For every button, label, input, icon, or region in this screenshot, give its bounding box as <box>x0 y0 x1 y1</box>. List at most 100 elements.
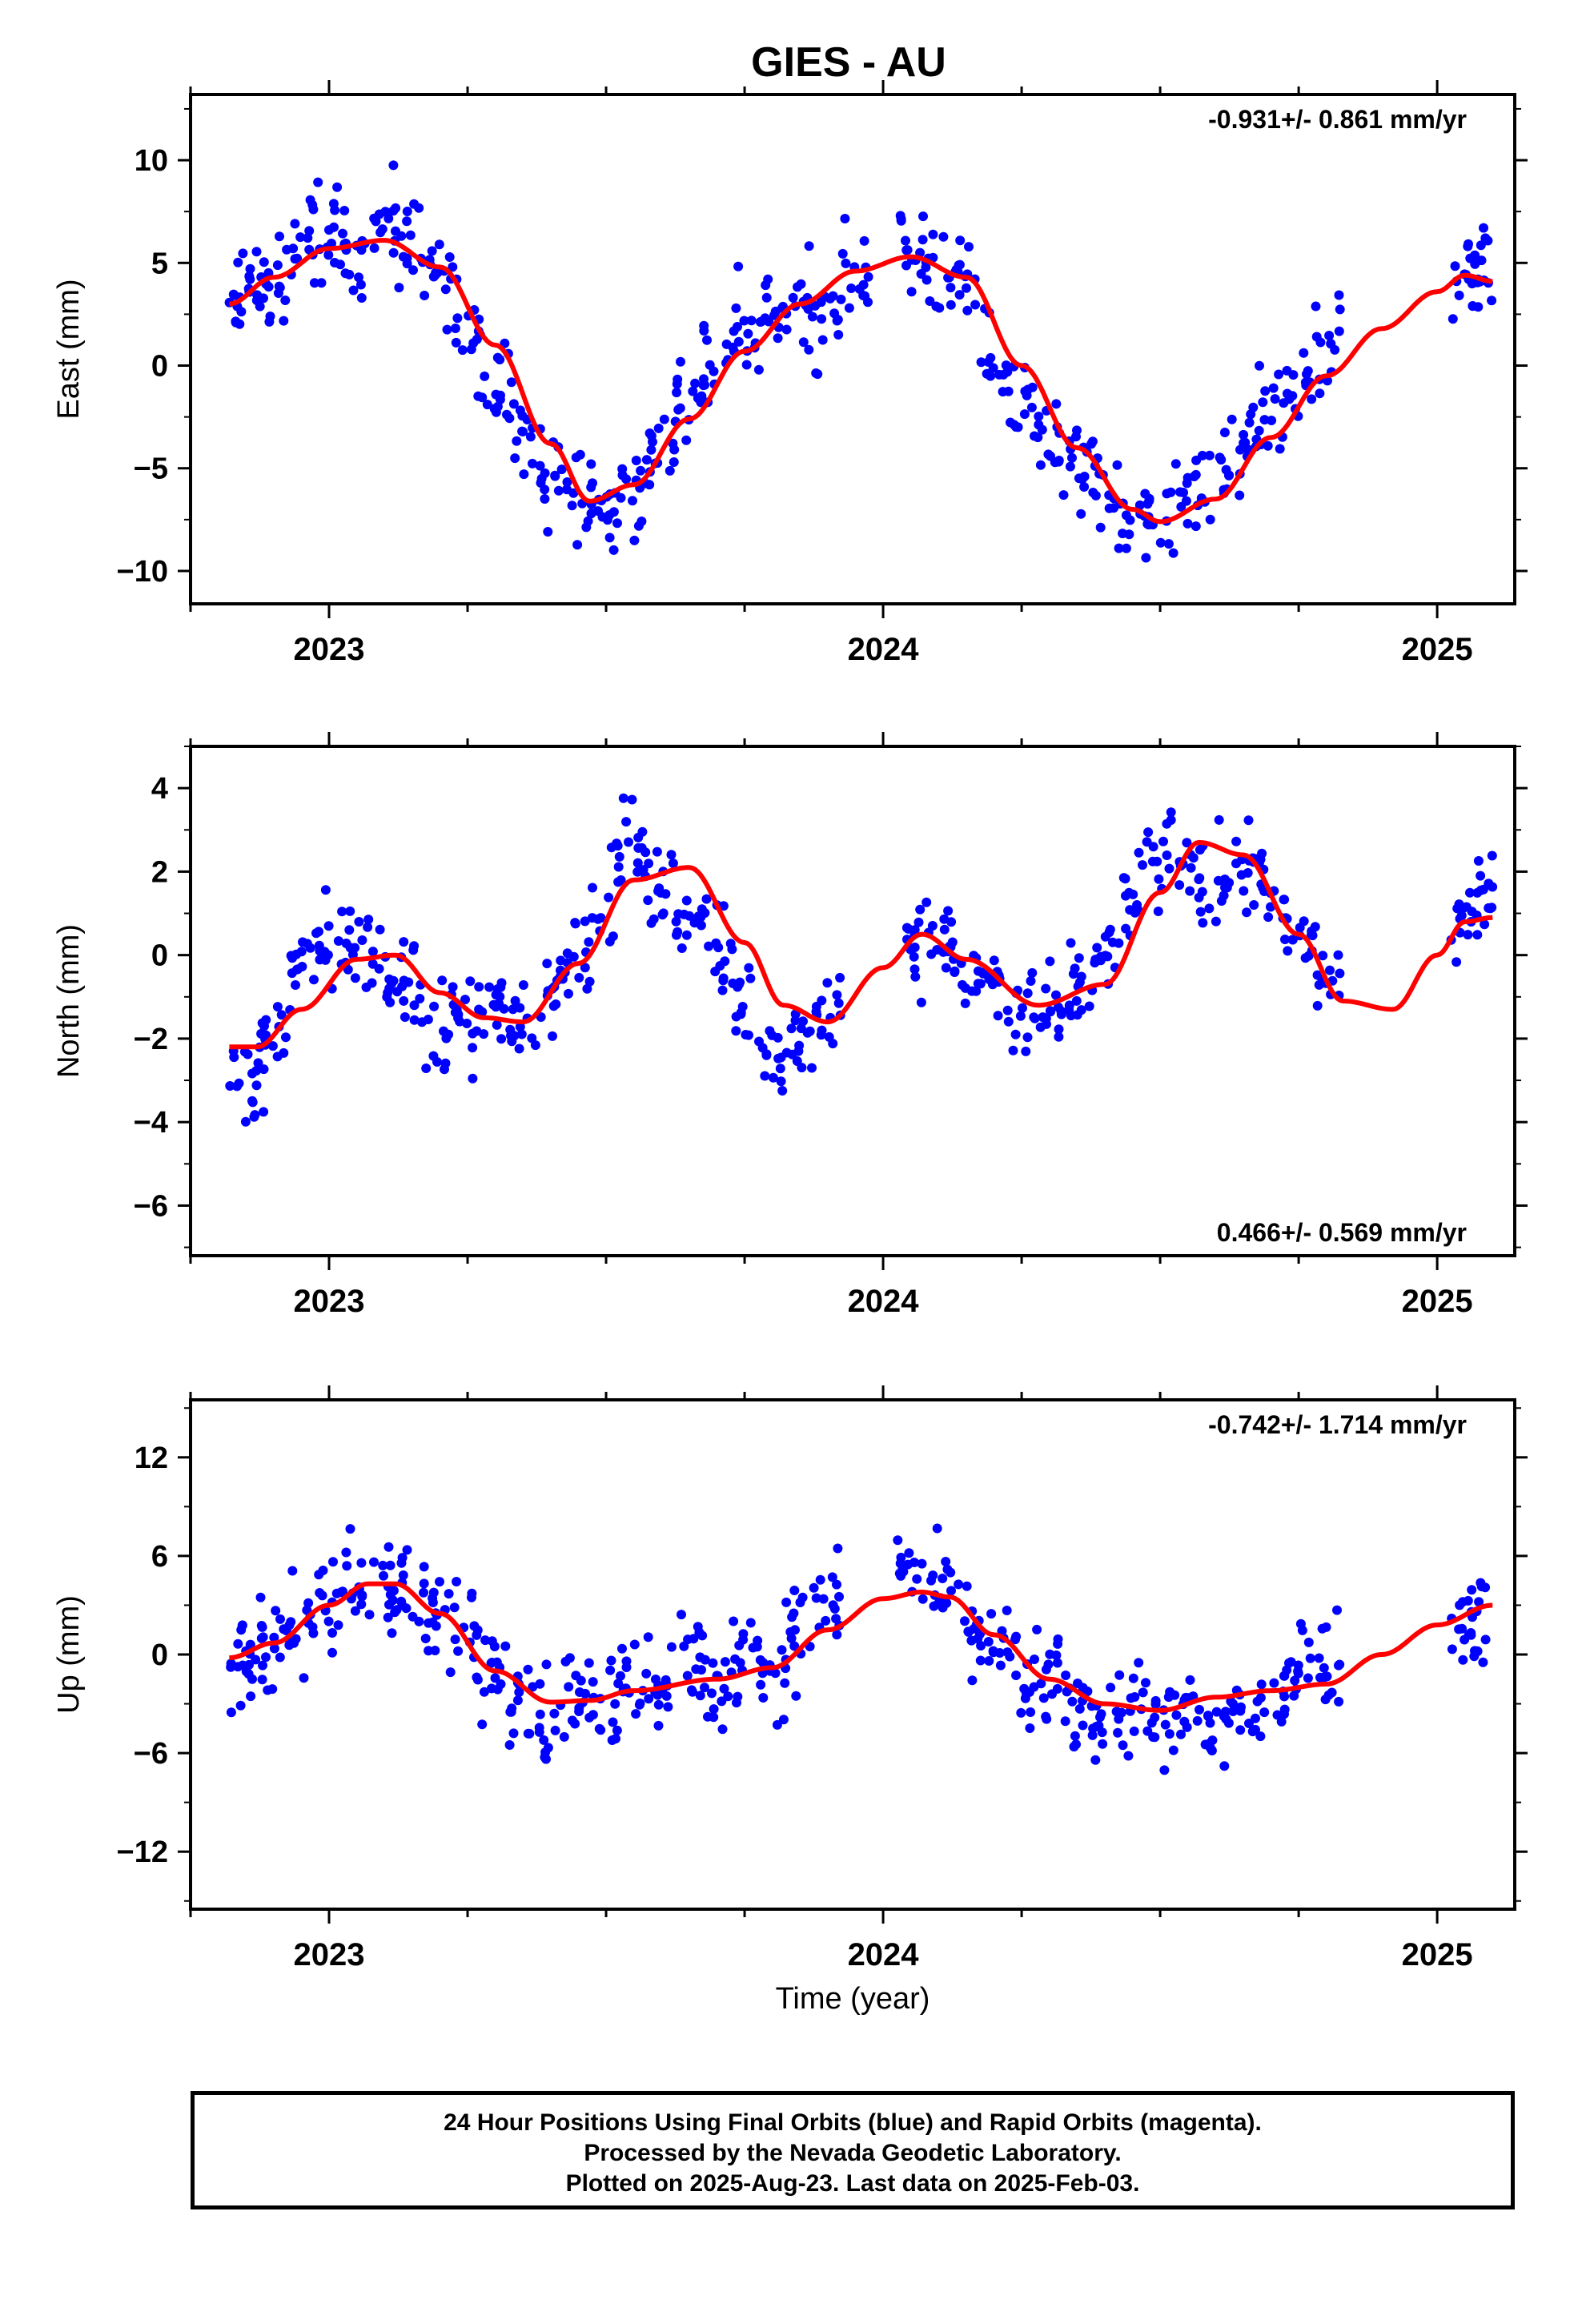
data-point <box>1168 548 1178 558</box>
data-point <box>1332 1605 1342 1615</box>
data-point <box>631 1709 641 1719</box>
data-point <box>506 377 516 388</box>
y-tick-label: −6 <box>134 1737 168 1771</box>
data-point <box>636 517 647 526</box>
data-point <box>1160 1719 1170 1730</box>
data-point <box>492 352 503 363</box>
data-point <box>275 231 284 242</box>
data-point <box>1030 1655 1039 1664</box>
data-point <box>909 1558 919 1567</box>
data-point <box>641 455 652 465</box>
data-point <box>1051 399 1062 409</box>
data-point <box>700 380 710 390</box>
data-point <box>487 1636 497 1647</box>
data-point <box>734 1640 745 1651</box>
data-point <box>916 997 926 1007</box>
data-point <box>811 1001 821 1011</box>
data-point <box>588 883 597 893</box>
data-point <box>378 1560 388 1570</box>
data-point <box>928 229 938 239</box>
data-point <box>964 242 974 252</box>
data-point <box>1447 314 1458 324</box>
data-point <box>1297 1625 1307 1635</box>
data-point <box>257 1622 267 1632</box>
data-point <box>235 319 245 329</box>
data-point <box>688 1687 697 1697</box>
data-point <box>239 1047 250 1057</box>
data-point <box>1166 807 1176 818</box>
data-point <box>245 274 255 284</box>
data-point <box>1231 836 1242 846</box>
data-point <box>1003 386 1014 396</box>
data-point <box>700 1683 709 1693</box>
panel-1: 4 2 0 −2 −4 −6 2023 2024 2025 North (mm) 0.466+/- … <box>52 732 1528 1319</box>
data-point <box>1476 870 1486 881</box>
data-point <box>1465 887 1475 898</box>
data-point <box>1474 1597 1484 1607</box>
data-point <box>993 1011 1003 1021</box>
data-point <box>1275 444 1285 454</box>
data-point <box>1170 1690 1180 1700</box>
data-point <box>350 943 360 953</box>
data-point <box>768 1072 778 1083</box>
data-point <box>792 1056 802 1066</box>
data-point <box>1185 1675 1195 1685</box>
data-point <box>1022 1032 1033 1043</box>
data-point <box>1026 1707 1036 1717</box>
data-point <box>1153 907 1163 916</box>
data-point <box>844 303 854 313</box>
data-point <box>356 1558 367 1568</box>
data-point <box>677 1610 686 1620</box>
data-point <box>906 287 917 297</box>
data-point <box>793 1046 804 1056</box>
data-point <box>1029 1012 1039 1023</box>
data-point <box>575 1687 584 1697</box>
data-point <box>236 307 247 317</box>
data-point <box>1002 1606 1012 1615</box>
data-point <box>396 1558 407 1568</box>
data-point <box>445 1667 456 1678</box>
data-point <box>309 278 319 288</box>
data-point <box>608 1717 618 1727</box>
data-point <box>421 1063 432 1073</box>
data-point <box>1076 509 1086 519</box>
data-point <box>744 963 754 973</box>
data-point <box>500 1641 511 1651</box>
data-point <box>543 527 553 537</box>
data-point <box>259 257 269 267</box>
data-point <box>1144 493 1154 504</box>
data-point <box>1235 1725 1246 1735</box>
data-point <box>309 975 319 985</box>
data-point <box>858 279 869 290</box>
data-point <box>367 947 378 957</box>
data-point <box>275 1652 285 1663</box>
plot-frame <box>189 93 1516 605</box>
footer-line-2: Processed by the Nevada Geodetic Laborat… <box>584 2140 1122 2166</box>
data-point <box>828 291 838 301</box>
data-point <box>668 438 678 448</box>
data-point <box>1290 1675 1300 1686</box>
data-point <box>1182 478 1192 489</box>
data-point <box>225 1081 235 1091</box>
data-point <box>1211 916 1221 927</box>
data-point <box>966 1635 977 1646</box>
data-point <box>1472 1646 1483 1656</box>
data-point <box>1333 950 1343 960</box>
data-point <box>240 1116 251 1127</box>
data-point <box>363 915 374 925</box>
data-point <box>665 465 675 476</box>
data-point <box>1076 1005 1086 1015</box>
data-point <box>281 1032 291 1043</box>
data-point <box>1472 930 1483 940</box>
data-point <box>1098 1739 1108 1749</box>
data-point <box>1268 383 1279 393</box>
data-point <box>807 1063 817 1073</box>
data-point <box>570 919 580 929</box>
data-point <box>986 352 996 363</box>
data-point <box>1171 1710 1182 1720</box>
data-point <box>786 1633 797 1643</box>
data-point <box>1256 1679 1267 1690</box>
data-point <box>1038 1693 1049 1703</box>
data-point <box>1315 388 1325 399</box>
